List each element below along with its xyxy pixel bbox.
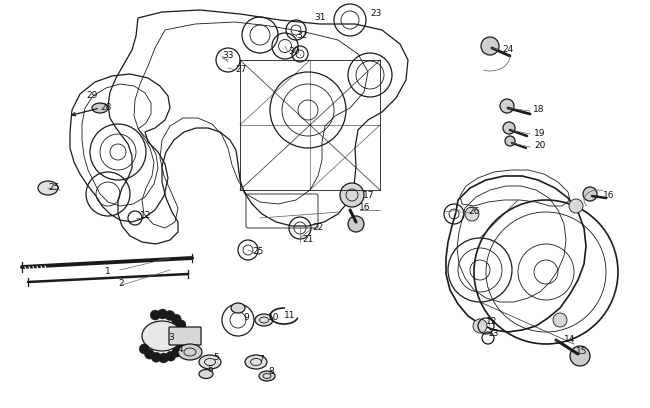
Circle shape [340,183,364,207]
Text: 30: 30 [288,47,300,56]
Text: 17: 17 [363,191,374,200]
Ellipse shape [142,321,182,351]
Ellipse shape [245,355,267,369]
Text: 22: 22 [312,224,323,233]
Ellipse shape [92,103,108,113]
Circle shape [144,349,155,359]
Text: 24: 24 [502,46,514,55]
Ellipse shape [255,314,273,326]
Text: 16: 16 [603,191,614,200]
Text: 6: 6 [207,366,213,375]
Circle shape [139,344,150,354]
Circle shape [159,353,168,363]
Circle shape [465,207,479,221]
Text: 31: 31 [314,13,326,22]
Circle shape [176,320,186,330]
Ellipse shape [38,181,58,195]
Text: 8: 8 [268,368,274,377]
Ellipse shape [199,355,221,369]
Circle shape [150,310,160,320]
Text: 25: 25 [252,248,263,257]
Text: 10: 10 [268,313,280,322]
Text: 4: 4 [178,346,183,355]
Text: 12: 12 [486,317,497,326]
Text: 25: 25 [48,184,59,193]
Text: 27: 27 [235,66,246,75]
Circle shape [473,319,487,333]
Text: 18: 18 [533,106,545,115]
Circle shape [583,187,597,201]
Text: 12: 12 [140,211,151,220]
Text: 23: 23 [370,9,382,18]
Circle shape [172,347,182,357]
Text: 33: 33 [222,51,233,60]
Ellipse shape [199,370,213,379]
Text: 32: 32 [296,31,307,40]
Text: 15: 15 [576,348,588,357]
Text: 14: 14 [564,335,575,344]
Circle shape [570,346,590,366]
Circle shape [481,37,499,55]
Circle shape [166,351,176,361]
FancyBboxPatch shape [169,327,201,345]
Text: 3: 3 [168,333,174,342]
Text: 5: 5 [213,353,219,362]
Text: 20: 20 [534,142,545,151]
Circle shape [505,136,515,146]
Text: 1: 1 [105,268,110,277]
Circle shape [171,314,181,324]
Circle shape [348,216,364,232]
Circle shape [179,327,188,337]
Circle shape [157,309,168,319]
Circle shape [151,352,161,362]
Ellipse shape [231,303,245,313]
Text: 29: 29 [86,91,97,100]
Circle shape [569,199,583,213]
Text: 11: 11 [284,311,296,321]
Text: 26: 26 [468,208,480,217]
Circle shape [553,313,567,327]
Text: 9: 9 [243,313,249,322]
Ellipse shape [259,371,275,381]
Text: 19: 19 [534,129,545,138]
Ellipse shape [178,344,202,360]
Text: 28: 28 [100,104,111,113]
Text: 21: 21 [302,235,313,244]
Text: 16: 16 [359,204,370,213]
Circle shape [179,334,188,344]
Circle shape [503,122,515,134]
Text: 7: 7 [258,355,264,364]
Circle shape [165,310,175,320]
Text: 13: 13 [488,330,499,339]
Circle shape [500,99,514,113]
Text: 2: 2 [118,279,124,288]
Circle shape [177,341,187,351]
